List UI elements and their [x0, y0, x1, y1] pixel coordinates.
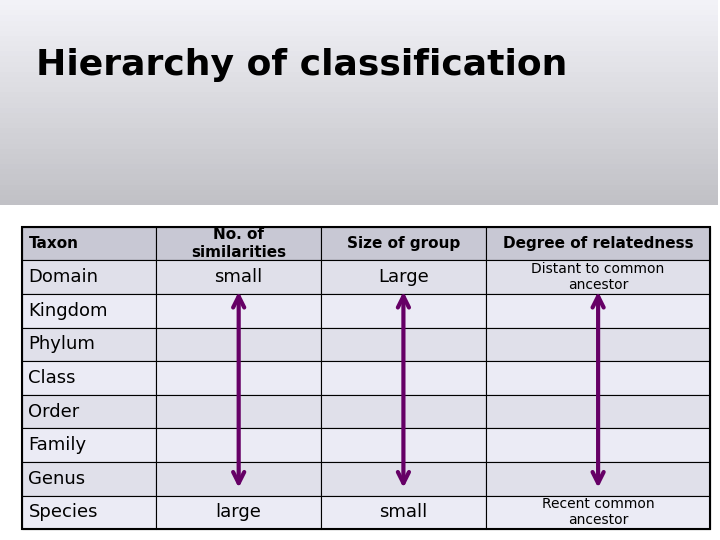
Bar	[486, 260, 711, 294]
Bar	[0, 200, 718, 205]
Bar	[156, 260, 321, 294]
Bar	[0, 87, 718, 92]
Bar	[0, 62, 718, 66]
Text: Kingdom: Kingdom	[28, 302, 108, 320]
Bar	[486, 361, 711, 395]
Text: Phylum: Phylum	[28, 335, 95, 353]
Bar	[0, 159, 718, 164]
FancyBboxPatch shape	[0, 0, 718, 205]
Bar	[156, 395, 321, 428]
Bar	[486, 462, 711, 496]
Text: small: small	[215, 268, 263, 286]
Text: large: large	[216, 503, 261, 522]
Bar	[321, 496, 486, 529]
Bar	[22, 227, 156, 260]
Bar	[321, 395, 486, 428]
Text: Family: Family	[28, 436, 86, 454]
Bar	[321, 294, 486, 328]
Bar	[0, 66, 718, 72]
Text: Recent common
ancestor: Recent common ancestor	[541, 497, 654, 528]
Bar	[0, 103, 718, 108]
Bar	[486, 428, 711, 462]
Bar	[0, 10, 718, 15]
Bar	[22, 294, 156, 328]
Bar	[156, 496, 321, 529]
Bar	[156, 227, 321, 260]
Bar	[0, 31, 718, 36]
Text: small: small	[379, 503, 428, 522]
Bar	[0, 46, 718, 51]
Bar	[22, 328, 156, 361]
Bar	[0, 36, 718, 41]
Text: Order: Order	[28, 403, 80, 421]
Text: Taxon: Taxon	[28, 236, 78, 251]
Bar	[0, 195, 718, 200]
Bar	[156, 462, 321, 496]
Bar	[321, 462, 486, 496]
Bar	[22, 496, 156, 529]
Bar	[22, 462, 156, 496]
Bar	[156, 361, 321, 395]
Bar	[0, 169, 718, 174]
Bar	[0, 138, 718, 144]
Bar	[0, 21, 718, 25]
Bar	[0, 41, 718, 46]
Bar	[22, 227, 711, 529]
Bar	[0, 123, 718, 128]
Bar	[0, 57, 718, 62]
Text: Class: Class	[28, 369, 76, 387]
Bar	[0, 179, 718, 185]
Bar	[0, 118, 718, 123]
Bar	[0, 82, 718, 87]
Bar	[321, 227, 486, 260]
Bar	[0, 5, 718, 10]
Bar	[486, 395, 711, 428]
Bar	[156, 294, 321, 328]
Bar	[0, 25, 718, 31]
Text: Domain: Domain	[28, 268, 99, 286]
Bar	[0, 107, 718, 113]
Bar	[156, 428, 321, 462]
Bar	[321, 328, 486, 361]
Bar	[0, 0, 718, 5]
Text: No. of
similarities: No. of similarities	[191, 227, 287, 260]
Bar	[22, 361, 156, 395]
Bar	[0, 185, 718, 190]
Bar	[486, 496, 711, 529]
Bar	[486, 328, 711, 361]
Bar	[0, 174, 718, 179]
Bar	[0, 113, 718, 118]
Text: Hierarchy of classification: Hierarchy of classification	[36, 48, 567, 82]
Bar	[22, 260, 156, 294]
Bar	[22, 428, 156, 462]
Bar	[0, 15, 718, 21]
Bar	[0, 97, 718, 103]
Bar	[0, 149, 718, 154]
Bar	[0, 92, 718, 97]
Text: Genus: Genus	[28, 470, 86, 488]
Bar	[0, 144, 718, 149]
Bar	[0, 77, 718, 82]
Text: Large: Large	[378, 268, 429, 286]
Bar	[0, 72, 718, 77]
Bar	[0, 133, 718, 138]
Bar	[156, 328, 321, 361]
Bar	[321, 260, 486, 294]
Bar	[486, 227, 711, 260]
Text: Distant to common
ancestor: Distant to common ancestor	[531, 262, 665, 292]
Text: Species: Species	[28, 503, 98, 522]
Bar	[321, 361, 486, 395]
Bar	[0, 51, 718, 56]
Bar	[486, 294, 711, 328]
Text: Degree of relatedness: Degree of relatedness	[503, 236, 693, 251]
Text: Size of group: Size of group	[347, 236, 460, 251]
Bar	[0, 154, 718, 159]
Bar	[0, 190, 718, 195]
Bar	[0, 164, 718, 170]
Bar	[0, 128, 718, 133]
Bar	[22, 395, 156, 428]
Bar	[321, 428, 486, 462]
